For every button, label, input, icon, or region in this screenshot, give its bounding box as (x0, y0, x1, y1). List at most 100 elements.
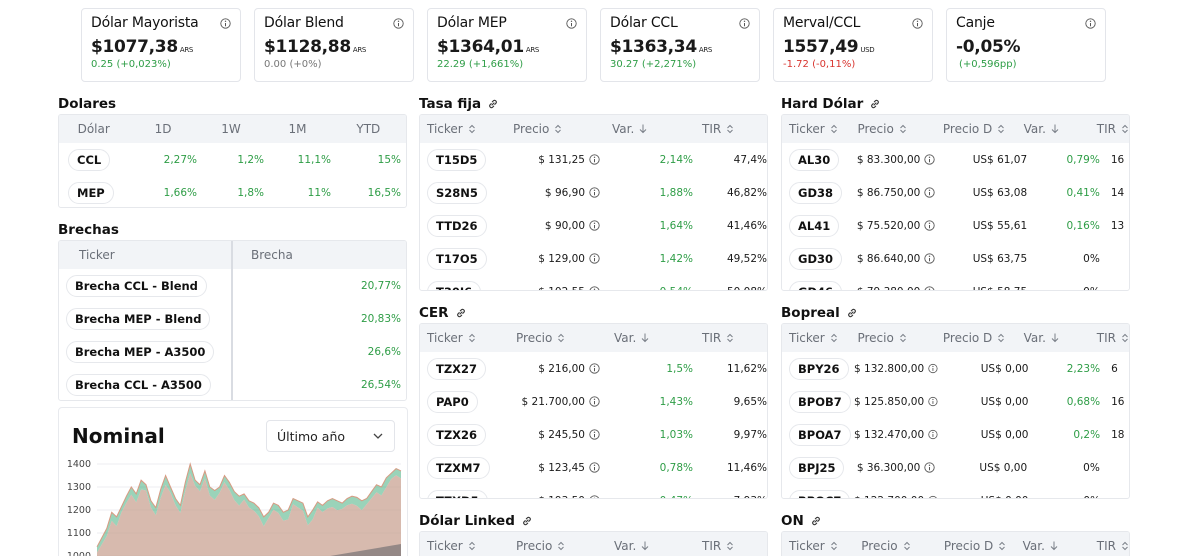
ticker-badge[interactable]: BPOB7 (789, 390, 851, 413)
column-header[interactable]: Precio (506, 122, 605, 136)
info-icon[interactable] (928, 429, 938, 440)
info-icon[interactable] (589, 220, 600, 231)
sort-icon[interactable] (557, 333, 565, 343)
brechas-row[interactable]: Brecha MEP - A3500 26,6% (59, 335, 406, 368)
column-header[interactable]: Ticker (782, 539, 854, 553)
table-row[interactable]: GD30 $ 86.640,00 US$ 63,75 0% (782, 242, 1129, 275)
info-icon[interactable] (739, 18, 750, 29)
dolares-header-cell[interactable]: 1M (288, 122, 307, 136)
ticker-badge[interactable]: T17O5 (427, 247, 487, 270)
column-header[interactable]: Ticker (782, 122, 850, 136)
ticker-badge[interactable]: BPOA7 (789, 423, 851, 446)
ticker-badge[interactable]: GD30 (789, 247, 842, 270)
quote-card[interactable]: Dólar MEP $1364,01 ARS 22.29 (+1,661%) (427, 8, 587, 82)
sort-icon[interactable] (1121, 124, 1129, 134)
info-icon[interactable] (924, 286, 935, 291)
ticker-badge[interactable]: Brecha MEP - A3500 (66, 340, 215, 363)
sort-icon[interactable] (830, 124, 838, 134)
table-row[interactable]: BPJ25 $ 36.300,00 US$ 0,00 0% (782, 451, 1129, 484)
info-icon[interactable] (589, 396, 600, 407)
column-header[interactable]: TIR (695, 331, 765, 345)
quote-card[interactable]: Merval/CCL 1557,49 USD -1.72 (-0,11%) (773, 8, 933, 82)
table-row[interactable]: AL30 $ 83.300,00 US$ 61,07 0,79% 16 (782, 143, 1129, 176)
dolares-header-cell[interactable]: Dólar (77, 122, 110, 136)
info-icon[interactable] (924, 154, 935, 165)
ticker-badge[interactable]: GD38 (789, 181, 842, 204)
range-select[interactable]: Último año (266, 420, 395, 452)
info-icon[interactable] (220, 18, 231, 29)
sort-icon[interactable] (726, 124, 734, 134)
column-header[interactable]: Var. (607, 331, 695, 345)
table-row[interactable]: BPOC7$ 122.700,00 US$ 0,000% (782, 484, 1129, 499)
table-row[interactable]: AL41 $ 75.520,00 US$ 55,61 0,16% 13 (782, 209, 1129, 242)
table-row[interactable]: TTD26 $ 90,00 1,64% 41,46% (420, 209, 767, 242)
info-icon[interactable] (589, 154, 600, 165)
table-row[interactable]: TZXM7 $ 123,45 0,78% 11,46% (420, 451, 767, 484)
sort-icon[interactable] (468, 333, 476, 343)
ticker-badge[interactable]: Brecha CCL - Blend (66, 274, 207, 297)
info-icon[interactable] (566, 18, 577, 29)
ticker-badge[interactable]: TZX27 (427, 357, 487, 380)
ticker-badge[interactable]: BPJ25 (789, 456, 845, 479)
column-header[interactable]: Precio (854, 539, 937, 553)
sort-icon[interactable] (1121, 333, 1129, 343)
table-row[interactable]: PAP0 $ 21.700,00 1,43% 9,65% (420, 385, 767, 418)
column-header[interactable]: TIR (1090, 122, 1129, 136)
sort-icon[interactable] (899, 333, 907, 343)
brechas-row[interactable]: Brecha CCL - Blend 20,77% (59, 269, 406, 302)
column-header[interactable]: TIR (695, 539, 765, 553)
ticker-badge[interactable]: AL41 (789, 214, 840, 237)
info-icon[interactable] (589, 462, 600, 473)
column-header[interactable]: Ticker (420, 122, 506, 136)
quote-card[interactable]: Dólar Mayorista $1077,38 ARS 0.25 (+0,023%) (81, 8, 241, 82)
brechas-header-brecha[interactable]: Brecha (251, 248, 293, 262)
ticker-badge[interactable]: PAP0 (427, 390, 478, 413)
table-row[interactable]: T17O5 $ 129,00 1,42% 49,52% (420, 242, 767, 275)
sort-icon[interactable] (468, 541, 476, 551)
info-icon[interactable] (589, 253, 600, 264)
column-divider[interactable] (231, 241, 233, 400)
column-header[interactable]: TIR (695, 122, 765, 136)
link-icon[interactable] (521, 515, 533, 527)
sort-icon[interactable] (830, 333, 838, 343)
table-row[interactable]: BPOB7 $ 125.850,00 US$ 0,00 0,68% 16 (782, 385, 1129, 418)
sort-icon[interactable] (726, 541, 734, 551)
info-icon[interactable] (924, 187, 935, 198)
ticker-badge[interactable]: TZX26 (427, 423, 487, 446)
table-row[interactable]: TZXD5 $ 193,50 0,47%7,93% (420, 484, 767, 499)
sort-icon[interactable] (903, 541, 911, 551)
column-header[interactable]: Precio D (937, 539, 1016, 553)
column-header[interactable]: Var. (1017, 331, 1090, 345)
ticker-badge[interactable]: Brecha CCL - A3500 (66, 373, 211, 396)
info-icon[interactable] (589, 495, 600, 499)
column-header[interactable]: Var. (1017, 122, 1090, 136)
sort-icon[interactable] (830, 541, 838, 551)
dolares-header-cell[interactable]: YTD (356, 122, 381, 136)
ticker-badge[interactable]: S28N5 (427, 181, 487, 204)
link-icon[interactable] (487, 98, 499, 110)
link-icon[interactable] (869, 98, 881, 110)
dolares-header-cell[interactable]: 1D (154, 122, 172, 136)
column-header[interactable]: TIR (1090, 331, 1129, 345)
sort-icon[interactable] (997, 124, 1005, 134)
ticker-badge[interactable]: GD46 (789, 280, 842, 290)
ticker-badge[interactable]: T15D5 (427, 148, 487, 171)
dolares-row[interactable]: MEP 1,66% 1,8% 11% 16,5% (59, 176, 406, 207)
info-icon[interactable] (589, 363, 600, 374)
info-icon[interactable] (1085, 18, 1096, 29)
info-icon[interactable] (393, 18, 404, 29)
column-header[interactable]: Var. (605, 122, 695, 136)
ticker-badge[interactable]: MEP (68, 181, 114, 204)
sort-desc-icon[interactable] (1051, 333, 1059, 343)
column-header[interactable]: Precio (509, 539, 607, 553)
ticker-badge[interactable]: TTD26 (427, 214, 487, 237)
column-header[interactable]: Precio (850, 122, 935, 136)
info-icon[interactable] (924, 220, 935, 231)
info-icon[interactable] (924, 253, 935, 264)
info-icon[interactable] (589, 187, 600, 198)
sort-icon[interactable] (557, 541, 565, 551)
sort-icon[interactable] (726, 333, 734, 343)
column-header[interactable]: Precio D (936, 122, 1017, 136)
sort-icon[interactable] (899, 124, 907, 134)
info-icon[interactable] (928, 495, 938, 499)
